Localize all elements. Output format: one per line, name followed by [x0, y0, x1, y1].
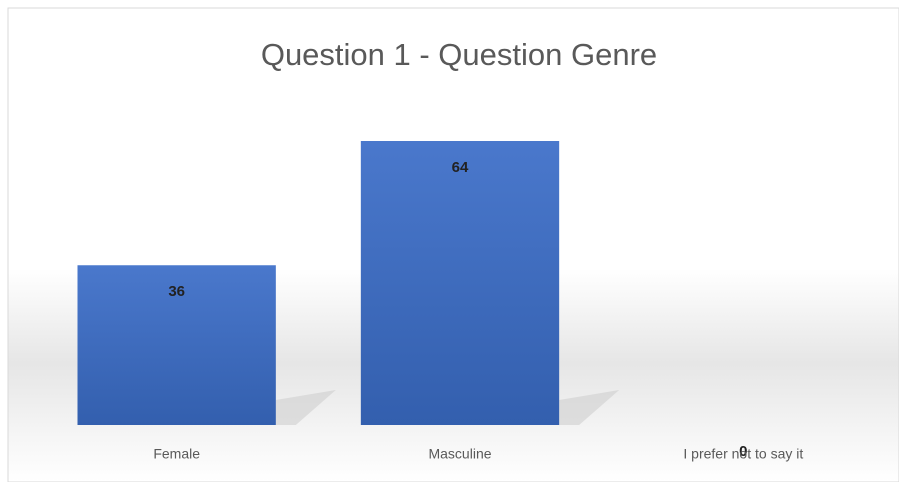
- x-tick-label: Masculine: [428, 446, 491, 462]
- data-label: 0: [739, 443, 747, 460]
- x-tick-label: Female: [153, 446, 200, 462]
- bar-shadow: [559, 390, 620, 425]
- bar-shadow: [275, 390, 336, 425]
- data-label: 64: [452, 159, 469, 176]
- chart-title: Question 1 - Question Genre: [261, 37, 657, 72]
- bar: [360, 141, 560, 425]
- bar: [77, 265, 276, 425]
- x-tick-label: I prefer not to say it: [683, 446, 803, 462]
- data-label: 36: [168, 283, 185, 300]
